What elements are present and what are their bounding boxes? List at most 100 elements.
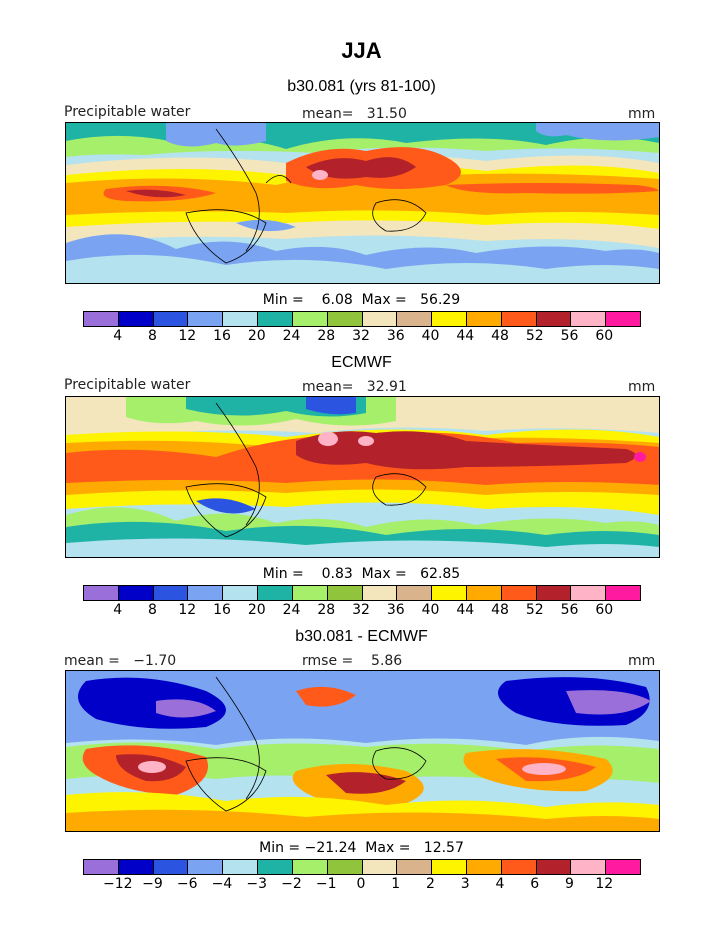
colorbar-swatch xyxy=(188,312,224,326)
colorbar-swatch xyxy=(362,586,398,600)
colorbar-swatch xyxy=(466,586,502,600)
panel-3-map xyxy=(65,670,660,832)
colorbar-tick-label: 52 xyxy=(525,328,544,344)
colorbar-swatch xyxy=(223,860,259,874)
colorbar-tick-label: 20 xyxy=(247,328,266,344)
colorbar-tick-label: 56 xyxy=(560,328,579,344)
colorbar-tick-label: 16 xyxy=(213,328,231,344)
colorbar-swatch xyxy=(327,586,363,600)
colorbar-swatch xyxy=(501,586,537,600)
colorbar-tick-label: 0 xyxy=(356,876,366,892)
colorbar-tick-label: 48 xyxy=(491,328,509,344)
panel-1-contour-field xyxy=(66,123,659,283)
colorbar-tick-label: 60 xyxy=(595,328,614,344)
colorbar-swatch xyxy=(397,312,433,326)
colorbar-swatch xyxy=(292,586,328,600)
colorbar-swatch xyxy=(153,586,189,600)
colorbar-swatch xyxy=(432,312,467,326)
colorbar-tick-label: 52 xyxy=(525,602,544,618)
colorbar-swatch xyxy=(292,312,328,326)
colorbar-swatch xyxy=(223,312,259,326)
colorbar-swatch xyxy=(536,586,572,600)
colorbar-tick-label: 12 xyxy=(178,328,197,344)
panel-1-colorbar-ticks: 4 8 12 16 20 24 28 32 36 40 44 48 52 56 60 xyxy=(83,328,639,344)
colorbar-swatch xyxy=(606,586,640,600)
colorbar-swatch xyxy=(258,860,293,874)
colorbar-tick-label: 4 xyxy=(113,328,123,344)
colorbar-swatch xyxy=(432,860,467,874)
colorbar-tick-label: 6 xyxy=(530,876,540,892)
colorbar-swatch xyxy=(153,860,189,874)
colorbar-swatch xyxy=(118,312,154,326)
colorbar-tick-label: 48 xyxy=(491,602,509,618)
colorbar-tick-label: 40 xyxy=(421,602,440,618)
colorbar-tick-label: 60 xyxy=(595,602,614,618)
figure-title: JJA xyxy=(341,38,382,63)
panel-2-map xyxy=(65,396,660,558)
panel-1-mean-label: mean= 31.50 xyxy=(302,106,407,122)
panel-2-colorbar xyxy=(83,585,641,601)
colorbar-tick-label: −9 xyxy=(142,876,163,892)
colorbar-swatch xyxy=(571,586,607,600)
panel-2-colorbar-ticks: 4 8 12 16 20 24 28 32 36 40 44 48 52 56 60 xyxy=(83,602,639,618)
panel-2-mean-label: mean= 32.91 xyxy=(302,379,407,395)
panel-3-subtitle: b30.081 - ECMWF xyxy=(295,628,428,645)
colorbar-swatch xyxy=(118,586,154,600)
colorbar-swatch xyxy=(118,860,154,874)
colorbar-tick-label: −3 xyxy=(246,876,268,892)
colorbar-swatch xyxy=(84,860,119,874)
colorbar-swatch xyxy=(466,860,502,874)
colorbar-swatch xyxy=(571,312,607,326)
panel-3-rmse-label: rmse = 5.86 xyxy=(302,653,403,669)
colorbar-swatch xyxy=(432,586,467,600)
colorbar-swatch xyxy=(571,860,607,874)
colorbar-tick-label: 44 xyxy=(456,602,475,618)
colorbar-tick-label: 4 xyxy=(113,602,123,618)
panel-3-mean-label: mean = −1.70 xyxy=(64,653,177,669)
colorbar-swatch xyxy=(188,586,224,600)
colorbar-swatch xyxy=(362,860,398,874)
panel-1-variable-label: Precipitable water xyxy=(64,104,191,120)
colorbar-swatch xyxy=(536,860,572,874)
colorbar-swatch xyxy=(84,312,119,326)
panel-1-colorbar xyxy=(83,311,641,327)
colorbar-swatch xyxy=(466,312,502,326)
colorbar-tick-label: −12 xyxy=(102,876,133,892)
panel-3-units-label: mm xyxy=(628,653,656,669)
colorbar-tick-label: 20 xyxy=(247,602,266,618)
colorbar-swatch xyxy=(292,860,328,874)
colorbar-tick-label: −1 xyxy=(315,876,337,892)
colorbar-swatch xyxy=(501,860,537,874)
colorbar-swatch xyxy=(606,312,640,326)
colorbar-swatch xyxy=(606,860,640,874)
panel-1-subtitle: b30.081 (yrs 81-100) xyxy=(287,78,436,95)
colorbar-swatch xyxy=(188,860,224,874)
panel-3-colorbar xyxy=(83,859,641,875)
colorbar-swatch xyxy=(327,860,363,874)
colorbar-tick-label: 36 xyxy=(386,602,405,618)
panel-2-subtitle: ECMWF xyxy=(331,354,392,371)
panel-3-colorbar-ticks: −12 −9 −6 −4 −3 −2 −1 0 1 2 3 4 6 9 12 xyxy=(83,876,639,892)
panel-2-variable-label: Precipitable water xyxy=(64,377,191,393)
colorbar-tick-label: 44 xyxy=(456,328,475,344)
colorbar-tick-label: 56 xyxy=(560,602,579,618)
panel-2-contour-field xyxy=(66,397,659,557)
colorbar-swatch xyxy=(362,312,398,326)
colorbar-tick-label: 32 xyxy=(352,602,370,618)
colorbar-swatch xyxy=(501,312,537,326)
colorbar-tick-label: 12 xyxy=(178,602,197,618)
colorbar-tick-label: 36 xyxy=(386,328,405,344)
colorbar-tick-label: 24 xyxy=(282,328,301,344)
colorbar-tick-label: −2 xyxy=(281,876,302,892)
panel-2-units-label: mm xyxy=(628,379,656,395)
colorbar-swatch xyxy=(223,586,259,600)
panel-2-minmax: Min = 0.83 Max = 62.85 xyxy=(262,566,461,582)
colorbar-swatch xyxy=(258,586,293,600)
colorbar-swatch xyxy=(536,312,572,326)
colorbar-tick-label: 40 xyxy=(421,328,440,344)
colorbar-tick-label: 28 xyxy=(317,328,336,344)
colorbar-tick-label: 3 xyxy=(460,876,470,892)
colorbar-tick-label: 32 xyxy=(352,328,370,344)
colorbar-tick-label: −4 xyxy=(211,876,233,892)
colorbar-swatch xyxy=(84,586,119,600)
